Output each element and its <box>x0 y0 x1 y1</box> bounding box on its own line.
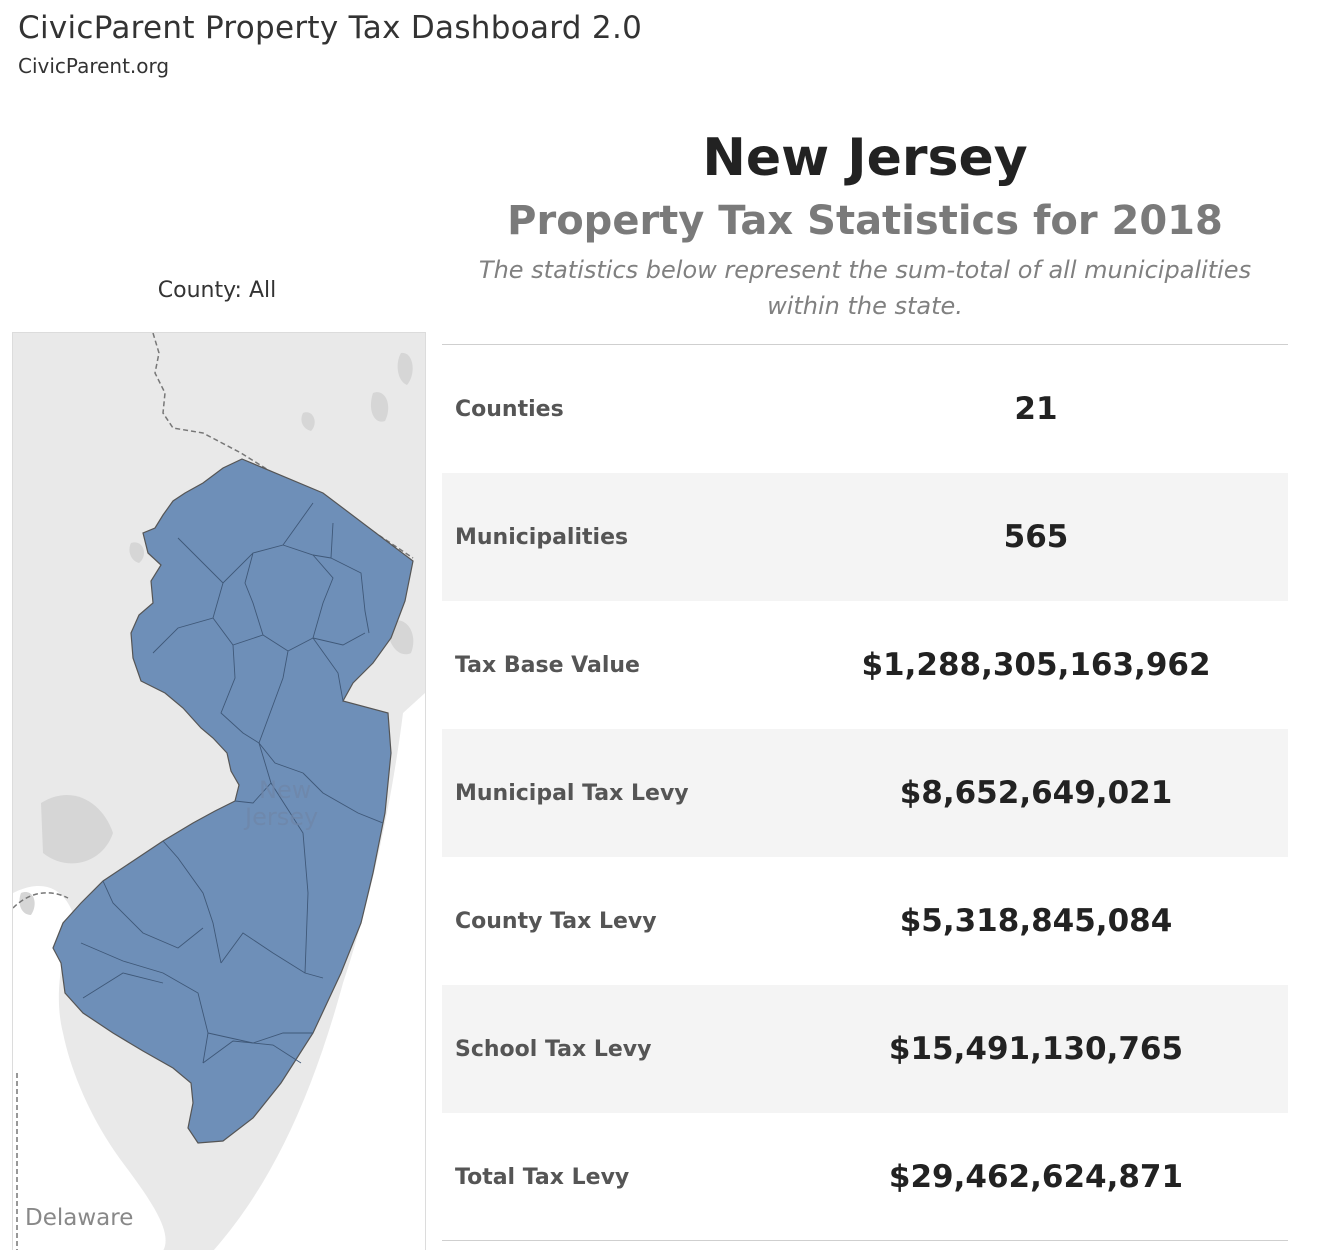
new-jersey-state-shape[interactable] <box>52 458 414 1144</box>
stat-value: 565 <box>1003 519 1069 555</box>
stats-note: The statistics below represent the sum-t… <box>478 256 1252 320</box>
map-delaware-label: Delaware <box>25 1205 133 1231</box>
stat-row-total-tax-levy: Total Tax Levy $29,462,624,871 <box>442 1113 1288 1241</box>
state-title: New Jersey <box>702 128 1028 188</box>
stat-row-counties: Counties 21 <box>442 345 1288 473</box>
stat-label: Tax Base Value <box>455 652 640 678</box>
lake-shape <box>370 392 389 422</box>
stats-heading: Property Tax Statistics for 2018 <box>507 198 1223 244</box>
stat-row-school-tax-levy: School Tax Levy $15,491,130,765 <box>442 985 1288 1113</box>
lake-shape <box>397 352 413 385</box>
county-borders <box>80 502 384 1064</box>
stat-label: County Tax Levy <box>455 908 657 934</box>
stat-value: $29,462,624,871 <box>888 1159 1184 1195</box>
state-map[interactable]: New Jersey Delaware <box>12 332 426 1250</box>
stat-row-county-tax-levy: County Tax Levy $5,318,845,084 <box>442 857 1288 985</box>
stat-value: $5,318,845,084 <box>899 903 1173 939</box>
stat-value: 21 <box>1014 391 1058 427</box>
stat-row-tax-base-value: Tax Base Value $1,288,305,163,962 <box>442 601 1288 729</box>
stat-label: Total Tax Levy <box>455 1164 630 1190</box>
map-state-label-line1: New <box>259 776 311 804</box>
stats-table: Counties 21 Municipalities 565 Tax Base … <box>442 344 1288 1241</box>
stat-value: $1,288,305,163,962 <box>861 647 1211 683</box>
county-filter[interactable]: County: All <box>157 278 277 303</box>
lake-shape <box>19 892 35 915</box>
lake-shape <box>129 542 145 563</box>
stat-label: Municipalities <box>455 524 629 550</box>
delaware-bay-water <box>13 885 166 1250</box>
stat-label: Municipal Tax Levy <box>455 780 689 806</box>
stat-label: School Tax Levy <box>455 1036 652 1062</box>
map-canvas[interactable]: New Jersey Delaware <box>13 333 425 1250</box>
stat-row-municipal-tax-levy: Municipal Tax Levy $8,652,649,021 <box>442 729 1288 857</box>
stat-value: $8,652,649,021 <box>899 775 1173 811</box>
stat-value: $15,491,130,765 <box>888 1031 1184 1067</box>
map-state-label-line2: Jersey <box>243 803 318 831</box>
site-link[interactable]: CivicParent.org <box>18 54 170 78</box>
stats-divider <box>442 1240 1288 1241</box>
lake-shape <box>41 794 113 864</box>
stat-row-municipalities: Municipalities 565 <box>442 473 1288 601</box>
atlantic-ocean-water <box>213 693 425 1250</box>
lake-shape <box>301 412 315 431</box>
stat-label: Counties <box>455 396 564 422</box>
dashboard-title: CivicParent Property Tax Dashboard 2.0 <box>18 10 643 46</box>
